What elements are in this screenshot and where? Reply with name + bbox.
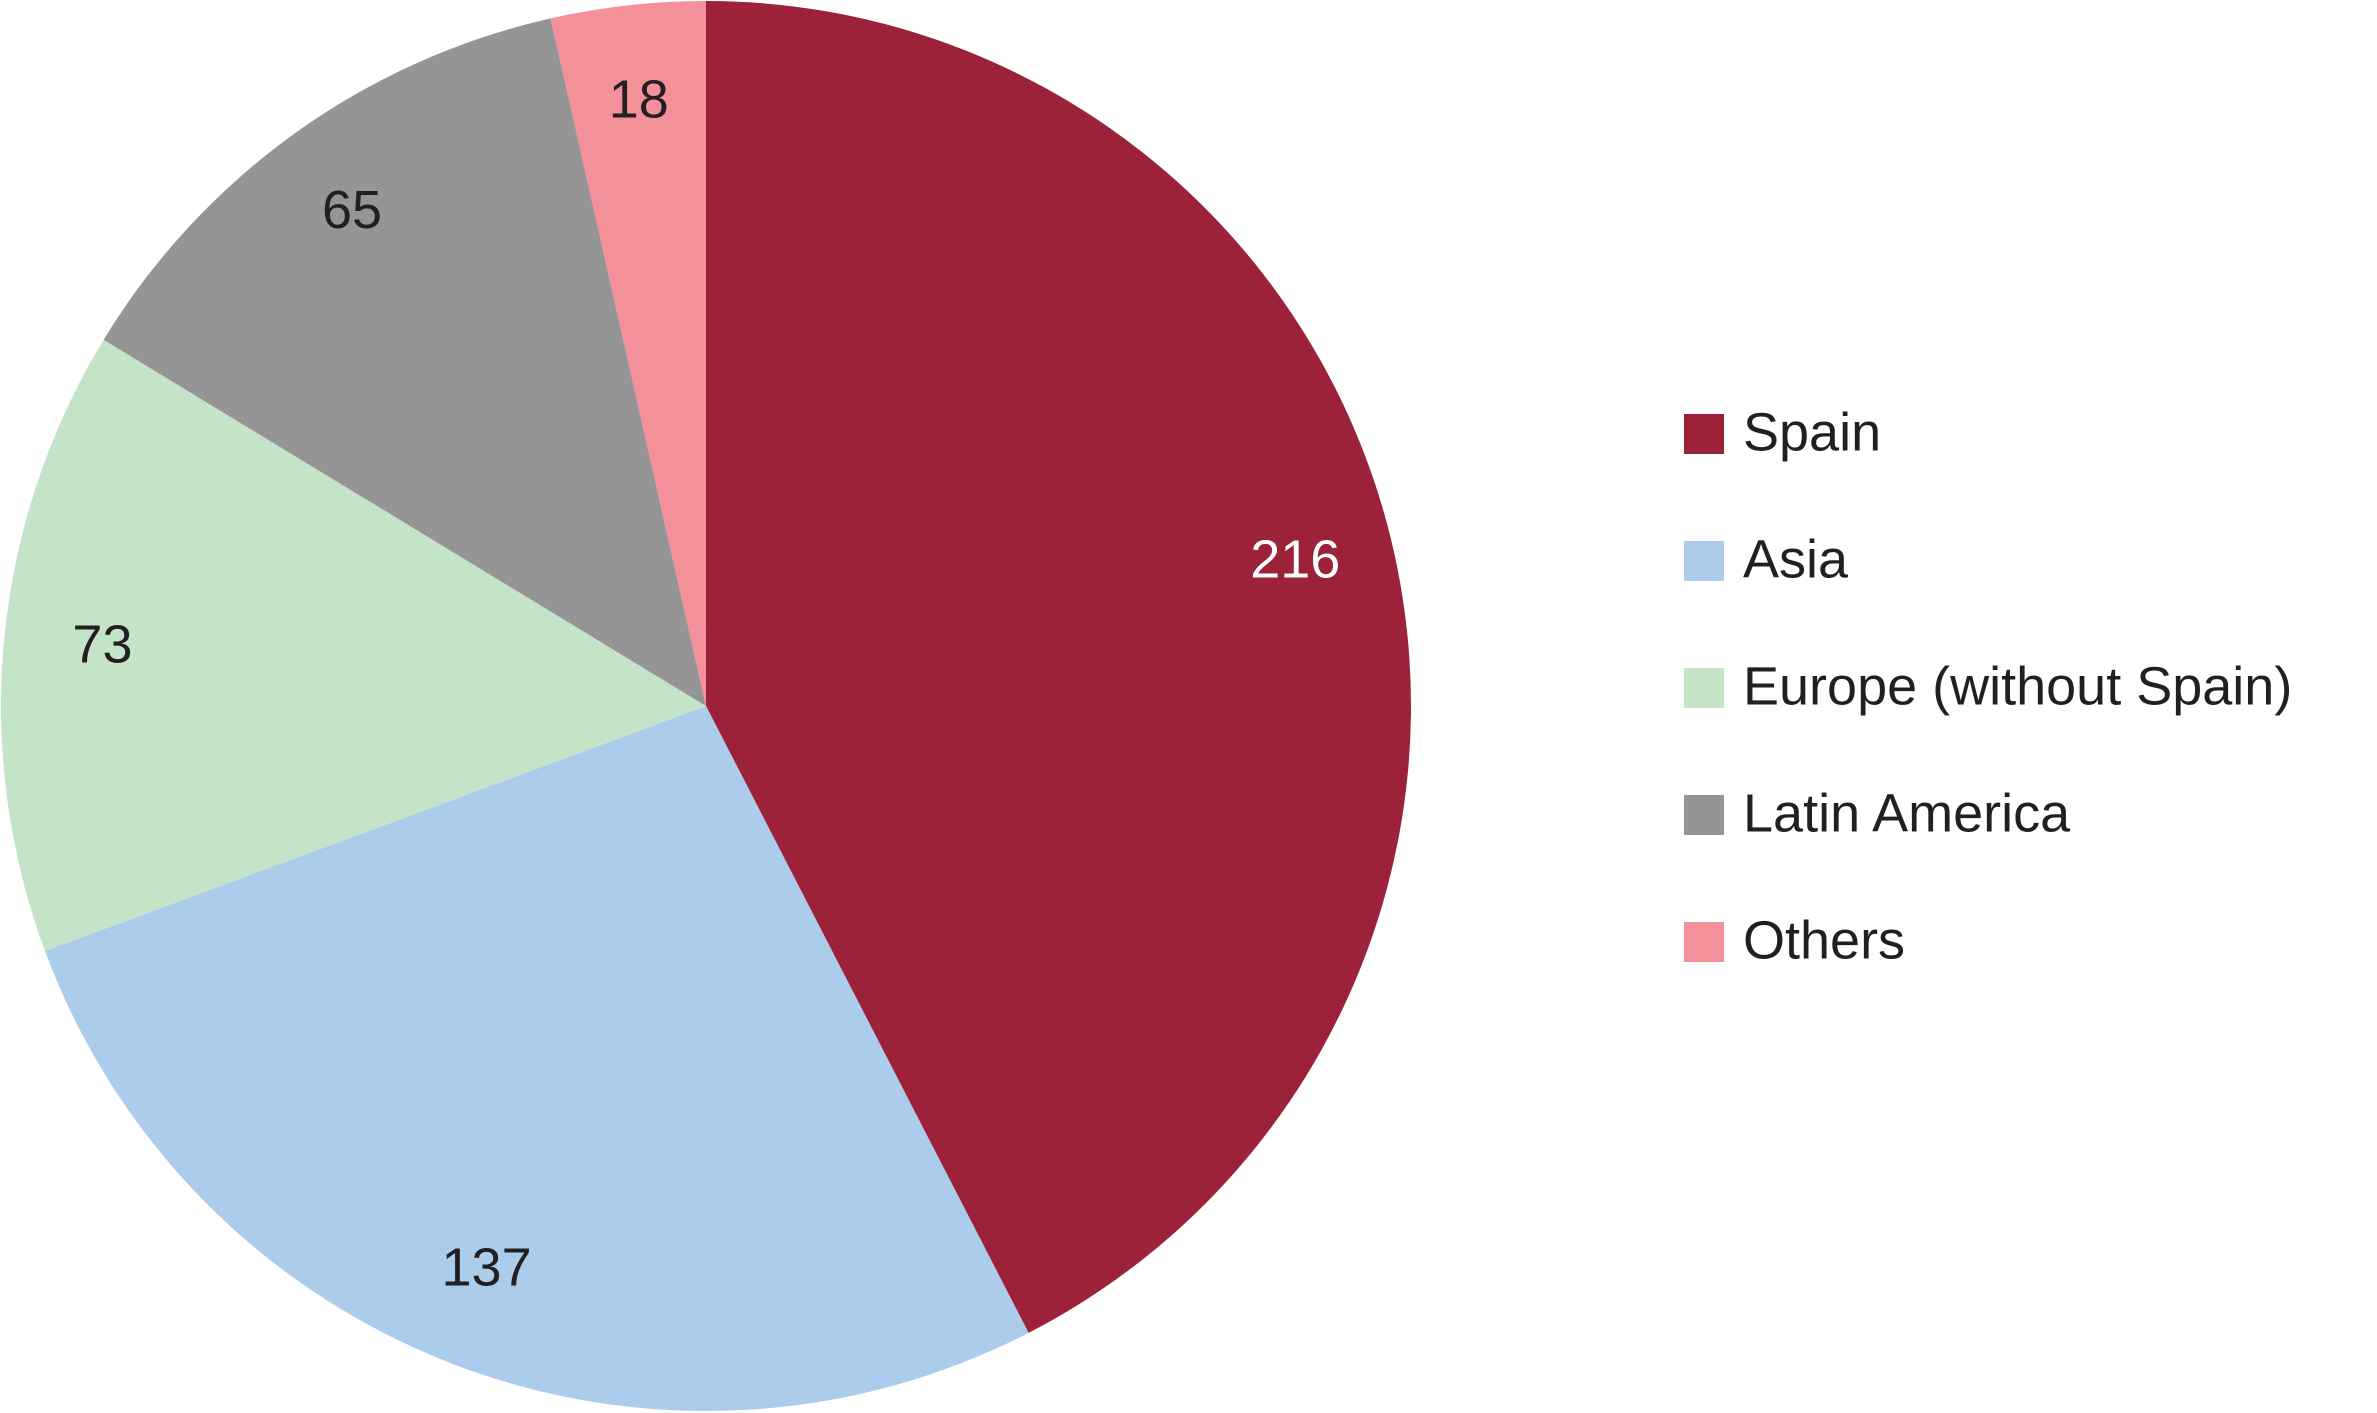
legend-label: Europe (without Spain)	[1743, 656, 2292, 716]
legend-label: Spain	[1743, 402, 1881, 462]
data-label: 216	[1250, 530, 1340, 590]
legend-swatch	[1684, 795, 1724, 835]
pie-slice	[550, 1, 706, 706]
data-label: 73	[72, 614, 132, 674]
pie-slice	[1, 339, 707, 951]
legend-label: Others	[1743, 910, 1905, 970]
legend-swatch	[1684, 541, 1724, 581]
data-label: 18	[609, 70, 669, 130]
pie-slice	[44, 706, 1029, 1411]
pie-slice	[706, 1, 1411, 1333]
legend-swatch	[1684, 414, 1724, 454]
pie-slice	[103, 18, 706, 707]
legend-swatch	[1684, 668, 1724, 708]
data-label: 65	[322, 180, 382, 240]
legend-label: Asia	[1743, 529, 1849, 589]
data-label: 137	[442, 1237, 532, 1297]
legend-swatch	[1684, 922, 1724, 962]
legend-label: Latin America	[1743, 783, 2071, 843]
